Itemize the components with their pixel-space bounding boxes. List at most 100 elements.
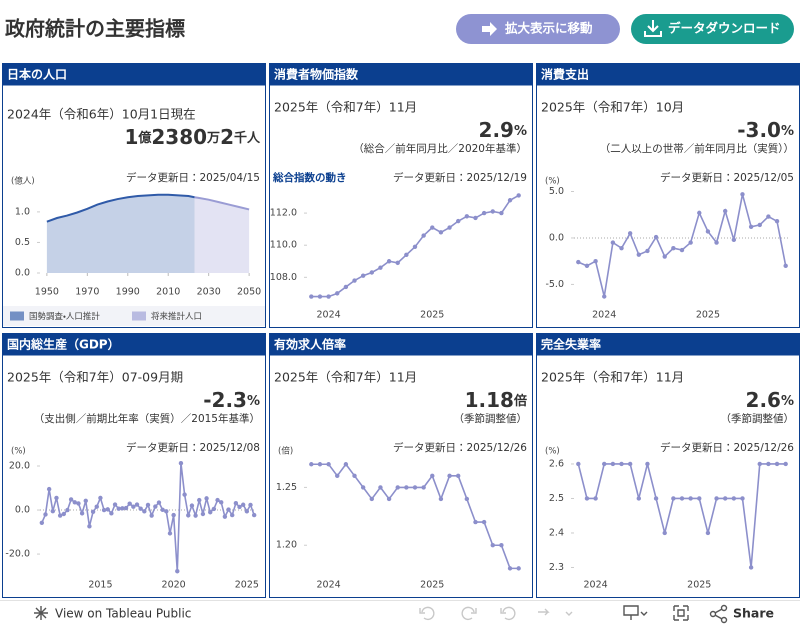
data-point (186, 513, 191, 518)
data-point (343, 284, 349, 290)
data-point (610, 240, 616, 245)
data-point (507, 198, 513, 203)
panel-header (536, 63, 800, 86)
data-point (317, 294, 323, 299)
x-tick-label: 2025 (420, 580, 444, 591)
data-point (142, 509, 147, 514)
data-point (54, 495, 59, 501)
panel: 完全失業率2025年（令和7年）11月2.6%（季節調整値）データ更新日：202… (536, 333, 800, 598)
panel: 有効求人倍率2025年（令和7年）11月1.18倍（季節調整値）データ更新日：2… (269, 333, 533, 598)
data-point (378, 485, 383, 490)
headline-part: % (781, 124, 794, 139)
note: （支出側／前期比年率（実質）／2015年基準） (34, 412, 260, 425)
undo-icon[interactable] (419, 606, 435, 621)
data-point (101, 507, 107, 513)
data-point (197, 497, 202, 503)
headline-part: 千人 (234, 130, 261, 146)
data-point (662, 530, 667, 536)
update-date: データ更新日：2025/12/05 (660, 171, 794, 184)
share-label: Share (733, 606, 774, 621)
data-point (757, 461, 762, 467)
data-point (65, 507, 70, 513)
data-point (222, 514, 228, 519)
data-point (430, 473, 435, 479)
data-point (464, 214, 470, 219)
note: （季節調整値） (721, 412, 795, 425)
y-axis-label: (倍) (278, 446, 293, 457)
data-point (94, 504, 99, 509)
data-point (83, 498, 88, 503)
data-point (430, 225, 435, 230)
data-point (164, 509, 169, 514)
data-point (335, 473, 340, 479)
data-point (731, 496, 737, 501)
data-point (112, 502, 118, 507)
y-tick-label: 2.5 (549, 493, 564, 504)
x-tick-label: 2024 (584, 580, 608, 591)
data-point (175, 569, 180, 574)
update-date: データ更新日：2025/12/08 (126, 441, 260, 454)
panel: 消費者物価指数2025年（令和7年）11月2.9%（総合／前年同月比／2020年… (269, 63, 533, 328)
data-point (43, 512, 48, 517)
data-point (447, 473, 452, 479)
data-point (240, 502, 246, 507)
data-point (386, 496, 392, 502)
x-tick-label: 2020 (162, 580, 186, 591)
y-axis-label: (%) (11, 447, 26, 457)
data-point (79, 511, 85, 516)
x-tick-label: 1950 (35, 287, 59, 298)
data-point (46, 486, 52, 492)
button-bg (456, 14, 620, 44)
data-point (584, 496, 590, 501)
data-point (149, 513, 154, 518)
page-title: 政府統計の主要指標 (5, 17, 185, 41)
data-point (109, 511, 114, 516)
note: （季節調整値） (454, 412, 528, 425)
data-point (679, 247, 685, 253)
panel-title: 国内総生産（GDP） (7, 337, 120, 352)
share-icon (720, 616, 728, 624)
y-tick-label: 1.25 (276, 482, 297, 493)
legend-label: 将来推計人口 (151, 311, 202, 322)
data-point (438, 496, 444, 502)
data-point (516, 566, 521, 571)
data-point (774, 219, 780, 224)
data-point (481, 210, 487, 216)
button-label: 拡大表示に移動 (505, 21, 593, 36)
data-point (464, 496, 470, 502)
data-point (705, 229, 711, 234)
data-point (627, 461, 633, 467)
data-point (421, 233, 426, 238)
data-point (167, 531, 173, 536)
fullscreen-icon[interactable] (673, 605, 689, 621)
x-tick-label: 2015 (88, 580, 112, 591)
data-point (378, 265, 383, 270)
tableau-link[interactable]: View on Tableau Public (34, 606, 191, 621)
download-button[interactable]: データダウンロード (631, 14, 794, 44)
data-point (636, 496, 641, 501)
panel-title: 日本の人口 (7, 67, 67, 82)
data-point (593, 258, 598, 264)
share-icon (720, 604, 728, 612)
refresh-icon[interactable] (538, 608, 573, 616)
headline-part: % (247, 394, 260, 409)
device-icon[interactable] (623, 605, 648, 620)
revert-icon[interactable] (500, 606, 516, 621)
data-point (688, 496, 693, 501)
data-point (326, 462, 331, 467)
redo-icon[interactable] (461, 606, 477, 621)
zoom-button[interactable]: 拡大表示に移動 (456, 14, 620, 44)
data-point (326, 294, 331, 299)
share-button[interactable]: Share (709, 604, 774, 624)
y-tick-label: 1.20 (276, 540, 297, 551)
data-point (748, 224, 754, 230)
data-point (499, 210, 504, 216)
headline: 2.6% (746, 388, 794, 412)
data-point (171, 512, 176, 518)
data-point (215, 497, 220, 503)
tableau-icon (34, 606, 48, 620)
data-point (404, 252, 409, 258)
data-point (602, 294, 607, 299)
data-point (723, 496, 728, 501)
note: （総合／前年同月比／2020年基準） (353, 142, 527, 155)
